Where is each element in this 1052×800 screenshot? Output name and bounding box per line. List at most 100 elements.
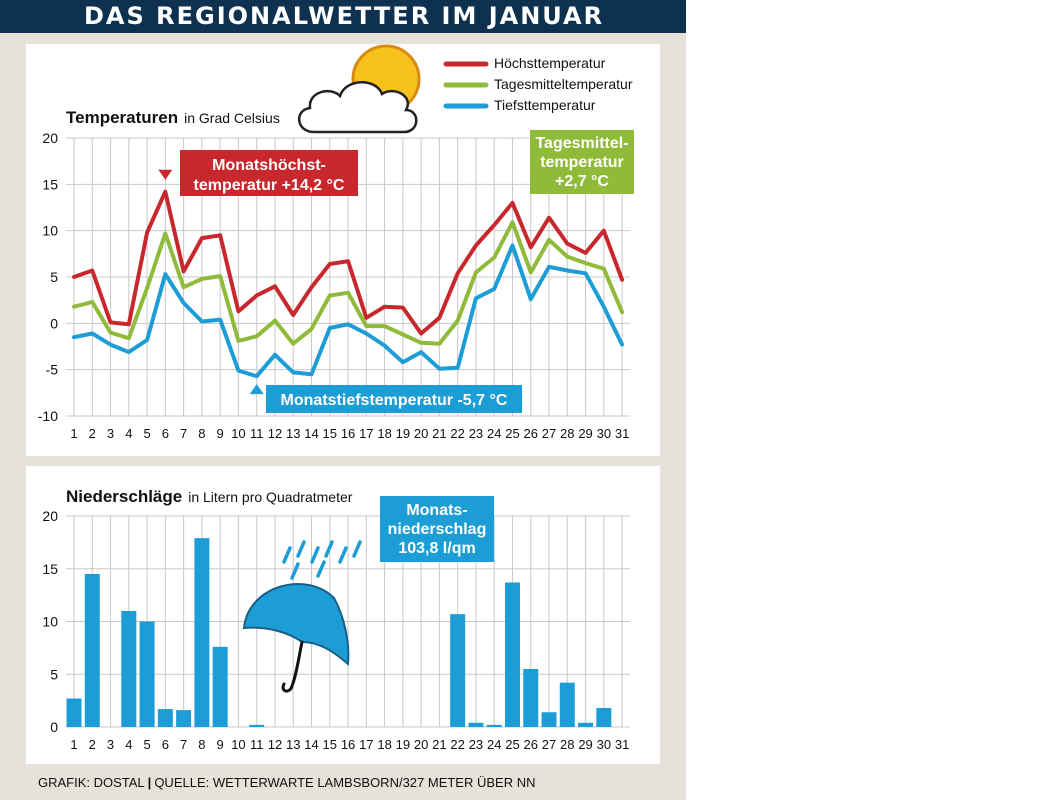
precip-x-tick: 17 bbox=[359, 737, 373, 752]
precip-bar bbox=[559, 682, 575, 727]
precip-x-tick: 9 bbox=[217, 737, 224, 752]
max-annotation-line1: Monatshöchst- bbox=[212, 157, 326, 174]
temp-x-tick: 21 bbox=[432, 426, 446, 441]
temp-x-tick: 7 bbox=[180, 426, 187, 441]
precip-x-tick: 8 bbox=[198, 737, 205, 752]
precip-x-tick: 11 bbox=[250, 737, 264, 752]
precip-x-tick: 23 bbox=[469, 737, 483, 752]
temp-x-tick: 9 bbox=[217, 426, 224, 441]
temp-chart-title-main: Temperaturen bbox=[66, 108, 178, 127]
precip-x-tick: 13 bbox=[286, 737, 300, 752]
mean-temperature-line bbox=[72, 220, 625, 346]
precip-chart-subtitle: in Litern pro Quadratmeter bbox=[188, 489, 353, 505]
sun-behind-cloud-icon bbox=[298, 44, 421, 134]
total-annotation-line1: Monats- bbox=[406, 502, 467, 519]
temp-y-tick: 5 bbox=[50, 269, 58, 285]
temp-x-tick: 19 bbox=[396, 426, 410, 441]
rain-drop bbox=[324, 540, 334, 558]
temp-y-tick: 0 bbox=[50, 315, 58, 331]
precip-x-tick: 30 bbox=[597, 737, 611, 752]
precip-x-tick: 7 bbox=[180, 737, 187, 752]
footer-credit: GRAFIK: DOSTAL bbox=[38, 775, 145, 790]
precip-bar bbox=[121, 610, 137, 727]
precip-bar bbox=[578, 722, 594, 727]
mean-annotation-line2: temperatur bbox=[540, 154, 624, 171]
total-annotation-line2: niederschlag bbox=[388, 521, 487, 538]
umbrella-rain-icon bbox=[242, 540, 362, 693]
temp-x-tick: 31 bbox=[615, 426, 629, 441]
precip-x-tick: 26 bbox=[524, 737, 538, 752]
triangle-up-icon bbox=[249, 384, 264, 395]
precip-bar bbox=[66, 698, 82, 727]
max-temperature-line bbox=[72, 189, 625, 336]
precipitation-chart-card: 20 15 10 5 0 1 2 3 4 5 6 7 8 9 10 11 12 13 14 15 16 17 18 19 20 2… bbox=[26, 466, 660, 764]
precip-x-tick: 20 bbox=[414, 737, 428, 752]
precip-x-tick: 19 bbox=[396, 737, 410, 752]
temp-x-tick: 3 bbox=[107, 426, 114, 441]
temp-x-tick: 8 bbox=[198, 426, 205, 441]
precip-bar bbox=[84, 574, 100, 727]
precip-bar bbox=[541, 712, 557, 727]
rain-drop bbox=[282, 546, 292, 564]
temp-y-tick: -5 bbox=[46, 362, 59, 378]
temp-x-tick: 1 bbox=[70, 426, 77, 441]
max-annotation-box bbox=[180, 150, 358, 196]
temp-y-tick: 20 bbox=[42, 130, 58, 146]
precip-x-tick: 5 bbox=[143, 737, 150, 752]
rain-drop bbox=[296, 540, 306, 558]
precip-x-tick: 4 bbox=[125, 737, 132, 752]
legend-label: Höchsttemperatur bbox=[494, 55, 606, 71]
rain-drop bbox=[290, 562, 300, 580]
precip-y-tick: 15 bbox=[42, 561, 58, 577]
temp-x-tick: 16 bbox=[341, 426, 355, 441]
temp-y-tick: -10 bbox=[38, 408, 58, 424]
precip-x-tick: 15 bbox=[323, 737, 337, 752]
precip-x-tick: 14 bbox=[304, 737, 318, 752]
min-temperature-line bbox=[72, 243, 625, 379]
umbrella-handle bbox=[281, 640, 304, 693]
umbrella-canopy bbox=[242, 583, 350, 667]
precip-y-tick: 0 bbox=[50, 719, 58, 735]
precip-y-tick: 5 bbox=[50, 666, 58, 682]
temp-x-tick: 26 bbox=[524, 426, 538, 441]
temp-x-tick: 22 bbox=[450, 426, 464, 441]
rain-drop bbox=[338, 546, 348, 564]
temp-x-tick: 14 bbox=[304, 426, 318, 441]
precip-bar bbox=[450, 614, 466, 727]
precip-bar bbox=[157, 709, 173, 727]
temp-chart-title: Temperaturen in Grad Celsius bbox=[66, 108, 280, 127]
precip-x-tick: 24 bbox=[487, 737, 501, 752]
precip-bar bbox=[176, 710, 192, 727]
precip-y-tick: 10 bbox=[42, 614, 58, 630]
temp-x-tick: 6 bbox=[162, 426, 169, 441]
precip-bar bbox=[486, 724, 502, 727]
precip-bar bbox=[596, 708, 612, 727]
temp-x-tick: 29 bbox=[578, 426, 592, 441]
precip-bar bbox=[523, 668, 539, 727]
rain-drop bbox=[316, 560, 326, 578]
temp-x-tick: 24 bbox=[487, 426, 501, 441]
temp-x-tick: 27 bbox=[542, 426, 556, 441]
mean-annotation-line1: Tagesmittel- bbox=[535, 135, 628, 152]
precip-x-tick: 22 bbox=[450, 737, 464, 752]
mean-annotation-box bbox=[530, 130, 634, 194]
temp-x-tick: 12 bbox=[268, 426, 282, 441]
precip-bar bbox=[212, 646, 228, 727]
footer-credits: GRAFIK: DOSTAL | QUELLE: WETTERWARTE LAMBS… bbox=[38, 775, 535, 790]
temp-x-tick: 17 bbox=[359, 426, 373, 441]
total-annotation-box bbox=[380, 496, 494, 562]
precip-bar bbox=[139, 621, 155, 727]
precip-x-tick: 12 bbox=[268, 737, 282, 752]
temp-x-tick: 30 bbox=[597, 426, 611, 441]
temp-chart-subtitle: in Grad Celsius bbox=[184, 110, 280, 126]
precip-x-tick: 28 bbox=[560, 737, 574, 752]
temp-x-tick: 4 bbox=[125, 426, 132, 441]
precip-x-tick: 3 bbox=[107, 737, 114, 752]
min-annotation-box bbox=[266, 385, 522, 413]
legend-label: Tagesmitteltemperatur bbox=[494, 76, 633, 92]
temp-x-tick: 15 bbox=[323, 426, 337, 441]
temp-x-tick: 11 bbox=[250, 426, 264, 441]
precip-x-tick: 21 bbox=[432, 737, 446, 752]
